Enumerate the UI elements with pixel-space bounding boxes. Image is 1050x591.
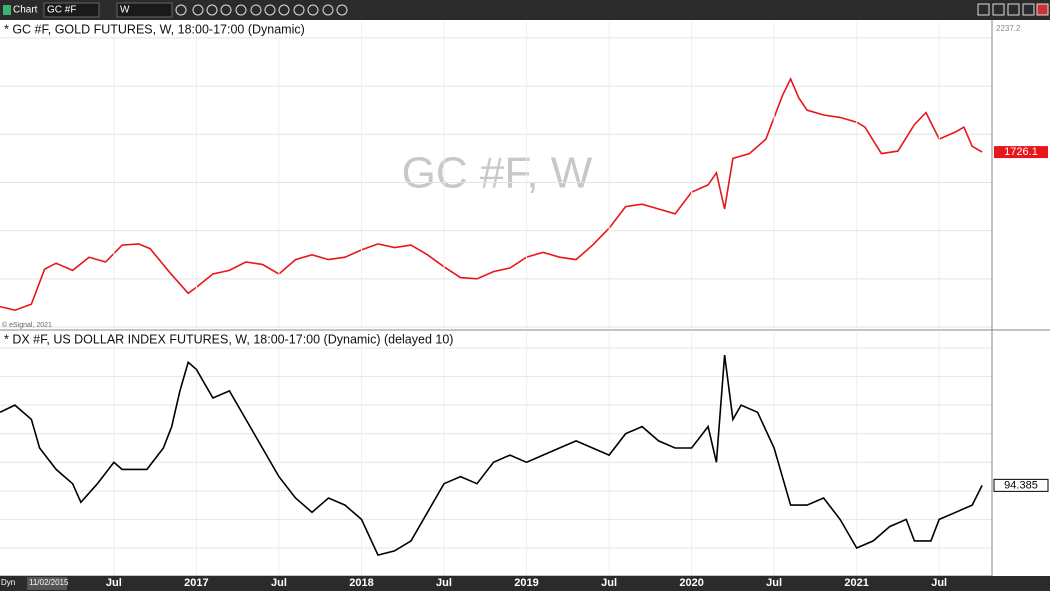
last-price-box — [994, 146, 1048, 159]
x-tick-label: 2020 — [679, 577, 703, 589]
x-tick-label: 2019 — [514, 577, 538, 589]
x-tick-label: 2017 — [184, 577, 208, 589]
app-label: Chart — [13, 5, 38, 16]
x-tick-label: Jul — [436, 577, 452, 589]
price-line — [0, 354, 983, 557]
time-axis — [0, 576, 1050, 591]
x-tick-label: Jul — [766, 577, 782, 589]
pane-title: * GC #F, GOLD FUTURES, W, 18:00-17:00 (D… — [4, 22, 305, 36]
toolbar-icons[interactable] — [175, 3, 1049, 16]
symbol-box[interactable] — [43, 2, 100, 18]
symbol-input[interactable]: GC #F — [47, 5, 76, 16]
x-tick-label: 2021 — [844, 577, 868, 589]
price-line — [0, 76, 983, 312]
x-tick-label: Jul — [931, 577, 947, 589]
x-tick-label: Jul — [601, 577, 617, 589]
copyright: © eSignal, 2021 — [2, 321, 52, 329]
toolbar — [0, 0, 1050, 20]
x-tick-label: 2018 — [349, 577, 373, 589]
price-axis — [992, 20, 1050, 591]
start-date: 11/02/2015 — [29, 578, 69, 587]
start-date-box — [27, 577, 67, 590]
pane-title: * DX #F, US DOLLAR INDEX FUTURES, W, 18:… — [4, 332, 453, 346]
interval-box[interactable] — [116, 2, 173, 18]
watermark: GC #F, W — [402, 149, 593, 198]
scale-top-label: 2237.2 — [996, 24, 1021, 33]
last-price-box — [993, 478, 1049, 492]
x-tick-label: Jul — [271, 577, 287, 589]
last-price-label: 94.385 — [1004, 479, 1038, 491]
x-tick-label: Jul — [106, 577, 122, 589]
last-price-label: 1726.1 — [1004, 146, 1038, 158]
corner-label: Dyn — [1, 578, 15, 587]
interval-input[interactable]: W — [120, 5, 130, 16]
chart-icon — [3, 5, 11, 15]
